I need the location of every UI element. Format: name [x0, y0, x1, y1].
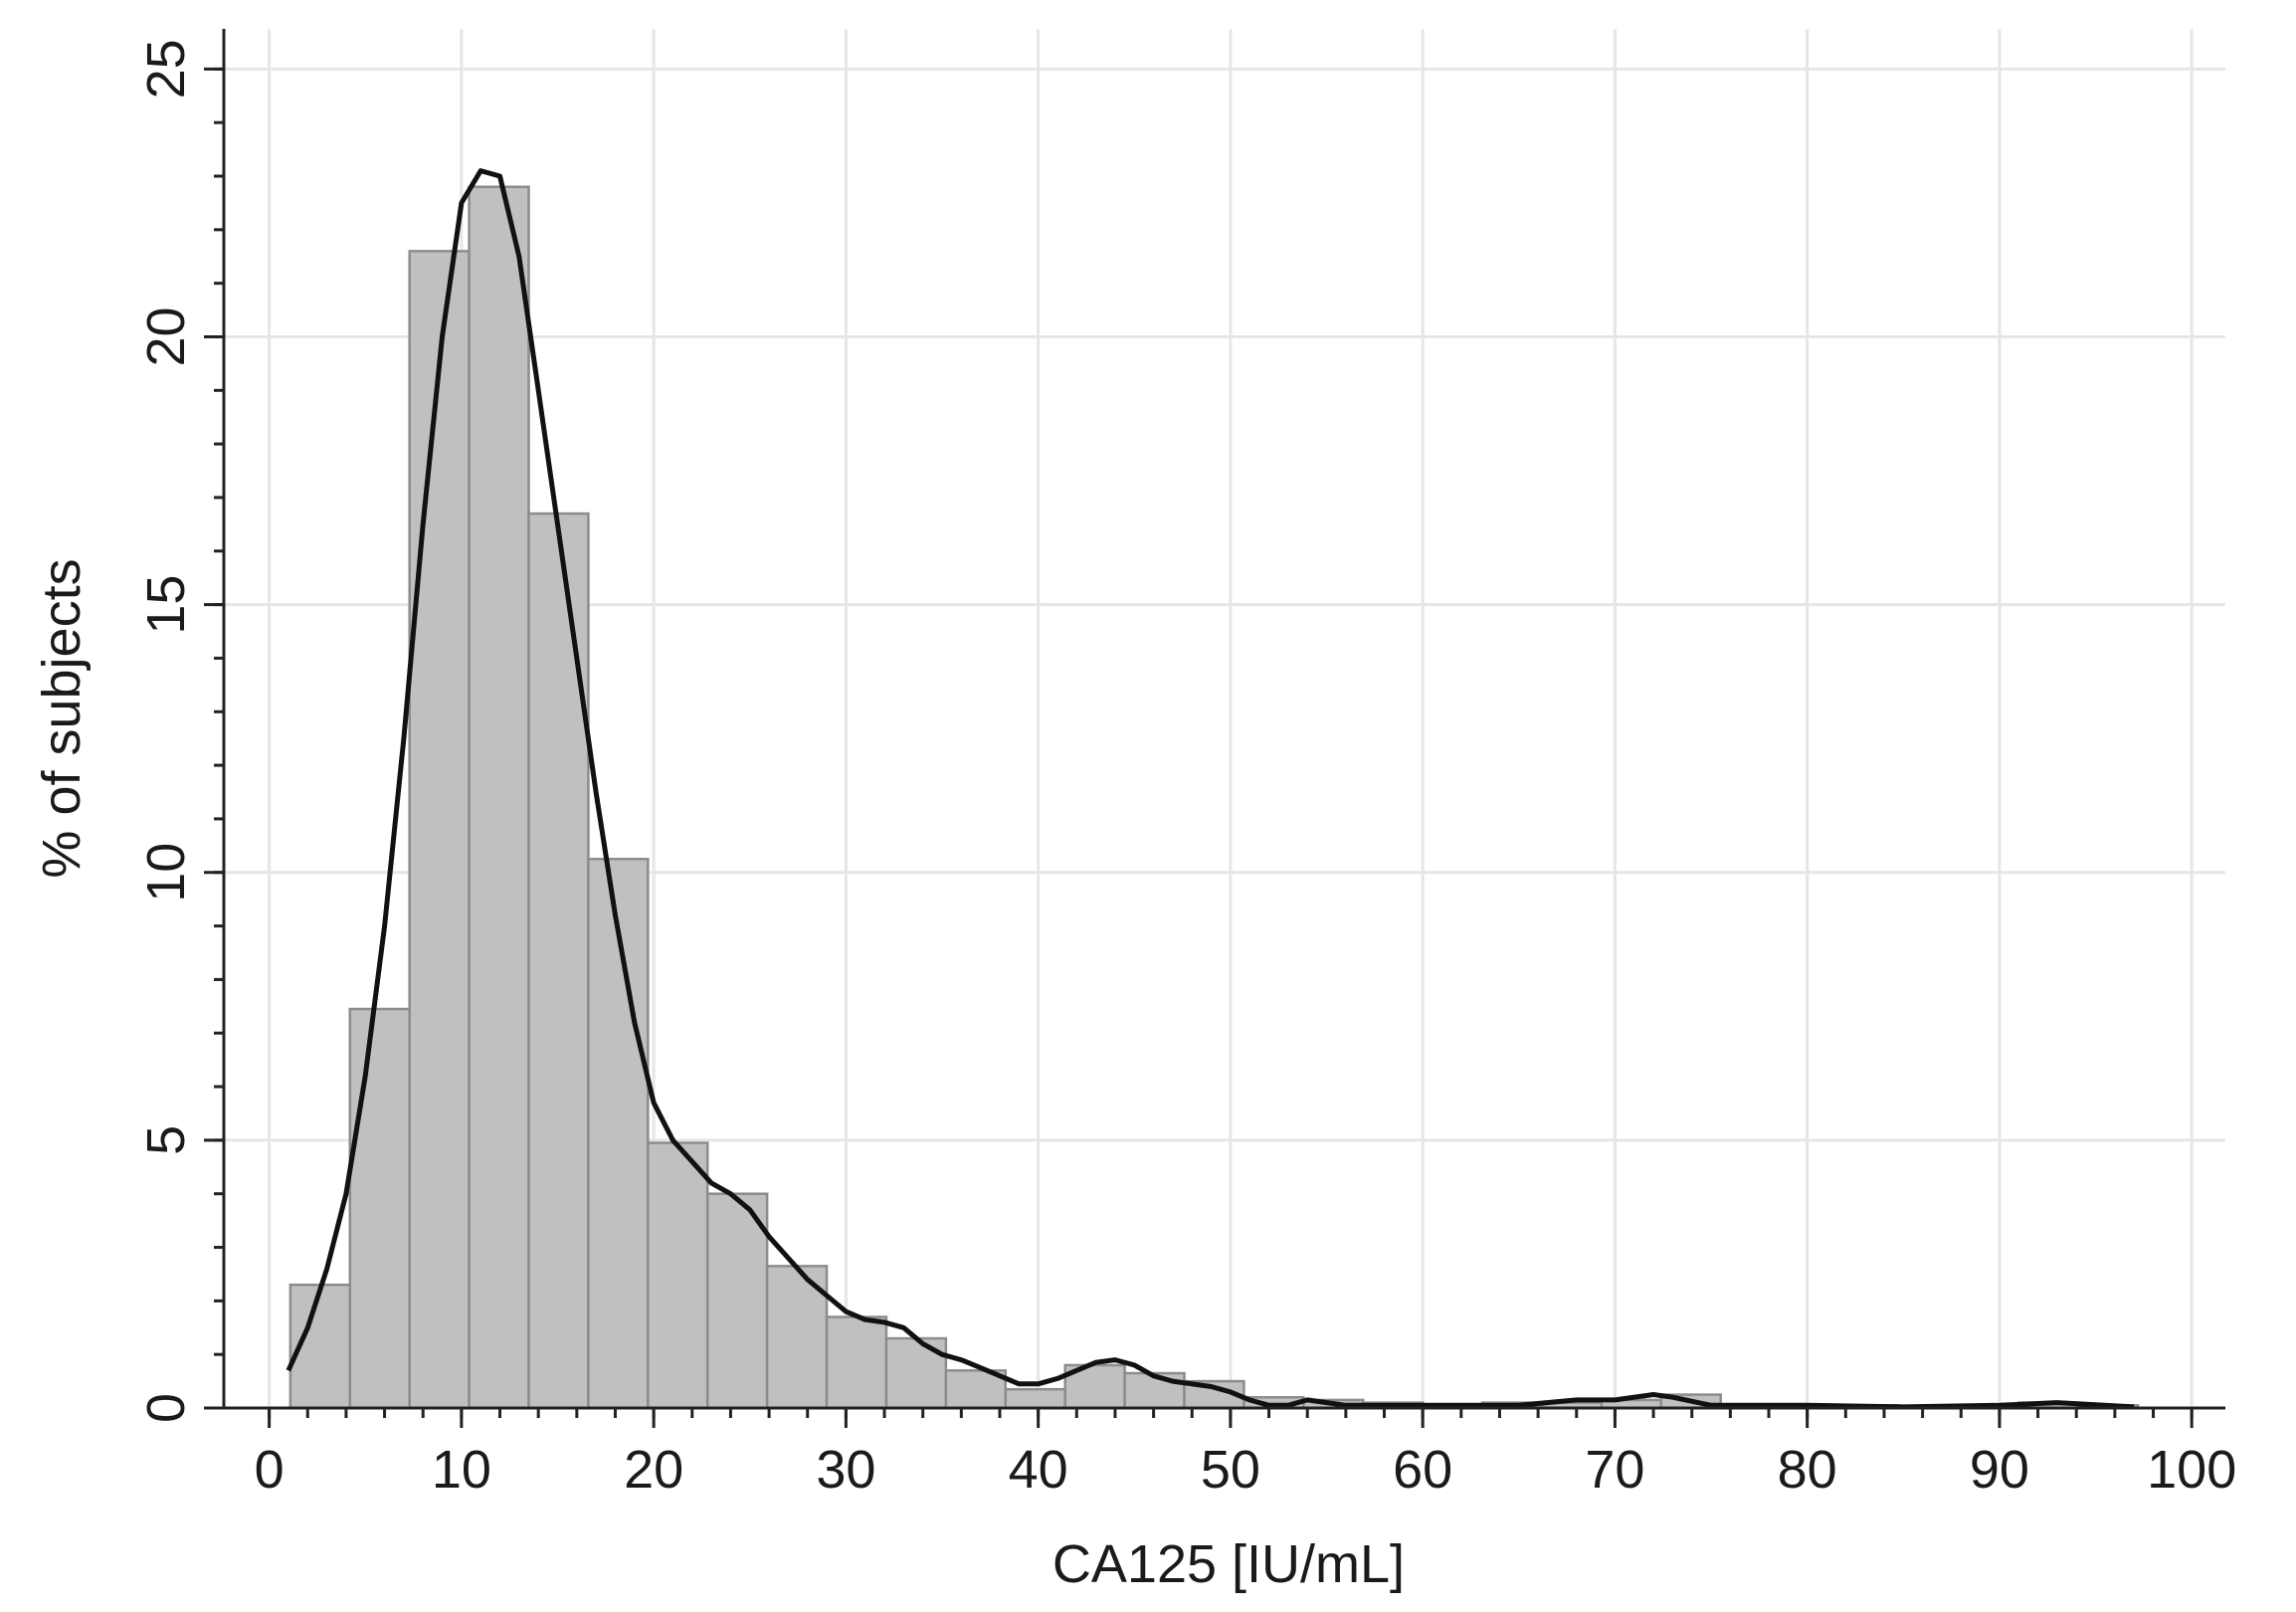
- x-tick-label: 90: [1970, 1440, 2029, 1500]
- bar: [825, 1315, 888, 1410]
- bar: [468, 185, 530, 1410]
- x-tick-label: 50: [1201, 1440, 1260, 1500]
- x-axis-label: CA125 [IU/mL]: [1052, 1534, 1405, 1594]
- x-tick-label: 100: [2147, 1440, 2236, 1500]
- x-tick-label: 60: [1393, 1440, 1452, 1500]
- y-tick-label: 10: [136, 843, 196, 903]
- bar: [647, 1141, 709, 1410]
- bar: [587, 858, 650, 1410]
- bar: [705, 1192, 769, 1410]
- y-tick-label: 20: [136, 306, 196, 366]
- y-tick-label: 5: [136, 1125, 196, 1155]
- x-tick-label: 70: [1585, 1440, 1644, 1500]
- x-tick-label: 20: [624, 1440, 683, 1500]
- bar: [1004, 1387, 1066, 1410]
- x-tick-label: 40: [1009, 1440, 1068, 1500]
- y-axis-label: % of subjects: [32, 558, 92, 878]
- x-tick-label: 10: [432, 1440, 491, 1500]
- x-tick-label: 80: [1778, 1440, 1837, 1500]
- density-curve: [286, 168, 2135, 1410]
- y-tick-label: 25: [136, 39, 196, 99]
- bar: [527, 511, 590, 1410]
- bar: [408, 250, 471, 1410]
- y-tick-label: 15: [136, 575, 196, 635]
- x-tick-label: 0: [255, 1440, 285, 1500]
- y-tick-label: 0: [136, 1393, 196, 1423]
- x-tick-label: 30: [816, 1440, 875, 1500]
- bar: [348, 1007, 411, 1410]
